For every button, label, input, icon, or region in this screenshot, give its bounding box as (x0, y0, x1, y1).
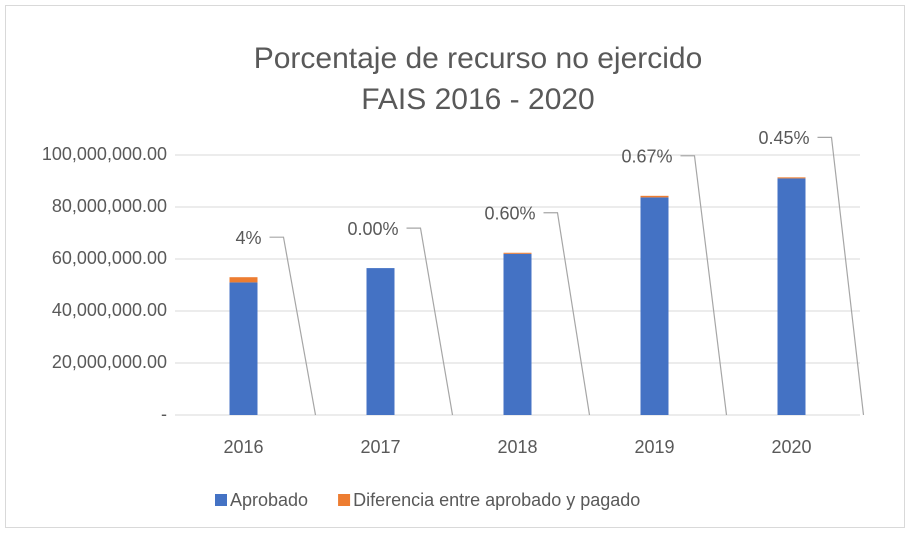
x-tick-label: 2017 (360, 437, 400, 457)
y-tick-label: 60,000,000.00 (52, 248, 167, 268)
bar-segment (777, 178, 806, 415)
bar-segment (777, 177, 806, 179)
x-tick-label: 2016 (223, 437, 263, 457)
percent-label: 0.67% (621, 147, 672, 167)
percent-label: 4% (235, 228, 261, 248)
leader-line (817, 136, 865, 416)
bar-segment (366, 268, 395, 415)
chart-title: Porcentaje de recurso no ejercido (254, 42, 703, 75)
leader-line (543, 212, 591, 416)
bar-segment (229, 277, 258, 283)
bar-segment (503, 253, 532, 415)
chart-title: FAIS 2016 - 2020 (361, 83, 595, 116)
legend-swatch (215, 494, 227, 506)
leader-line (680, 155, 728, 416)
x-tick-label: 2019 (634, 437, 674, 457)
chart-border (5, 5, 905, 528)
x-tick-label: 2018 (497, 437, 537, 457)
leader-line (406, 227, 454, 416)
percent-label: 0.00% (347, 219, 398, 239)
bar-segment (640, 197, 669, 415)
legend-label: Diferencia entre aprobado y pagado (353, 490, 640, 510)
y-tick-label: - (161, 404, 167, 424)
bar-segment (640, 195, 669, 198)
y-tick-label: 20,000,000.00 (52, 352, 167, 372)
leader-line (269, 236, 317, 416)
bar-segment (229, 282, 258, 415)
y-tick-label: 40,000,000.00 (52, 300, 167, 320)
y-tick-label: 100,000,000.00 (42, 144, 167, 164)
x-tick-label: 2020 (771, 437, 811, 457)
percent-label: 0.60% (484, 204, 535, 224)
percent-label: 0.45% (758, 128, 809, 148)
y-tick-label: 80,000,000.00 (52, 196, 167, 216)
legend-swatch (338, 494, 351, 506)
bar-segment (503, 252, 532, 254)
legend-label: Aprobado (230, 490, 308, 510)
